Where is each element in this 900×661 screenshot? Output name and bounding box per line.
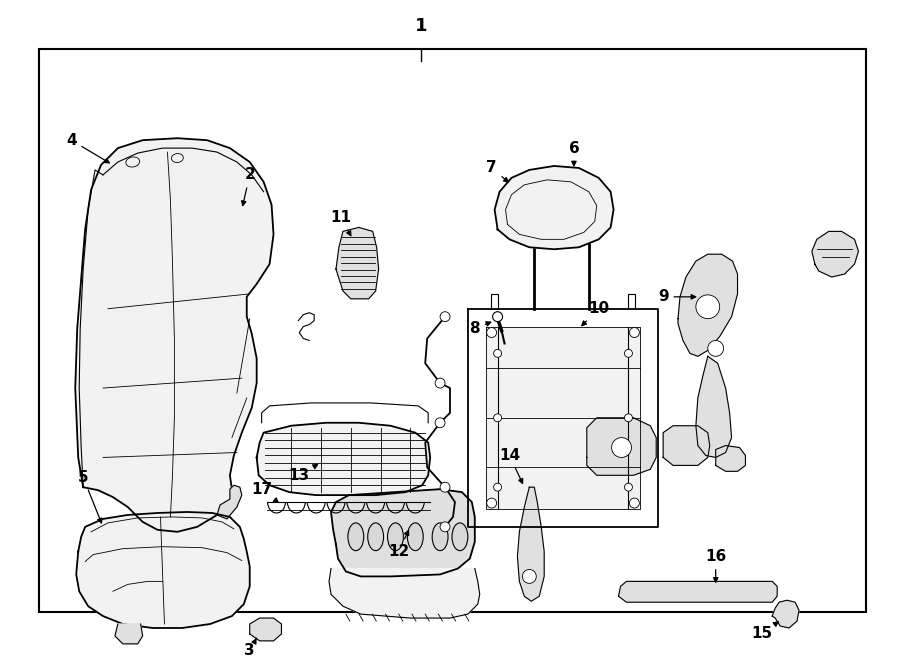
Text: 4: 4 bbox=[66, 133, 109, 163]
Polygon shape bbox=[329, 568, 480, 618]
Polygon shape bbox=[518, 487, 544, 602]
Polygon shape bbox=[772, 600, 799, 628]
Text: 3: 3 bbox=[245, 638, 256, 658]
Polygon shape bbox=[716, 446, 745, 471]
Polygon shape bbox=[115, 624, 143, 644]
Text: 8: 8 bbox=[470, 321, 490, 336]
Polygon shape bbox=[812, 231, 859, 277]
Circle shape bbox=[696, 295, 720, 319]
Text: 11: 11 bbox=[330, 210, 351, 236]
Polygon shape bbox=[696, 356, 732, 457]
Polygon shape bbox=[587, 418, 656, 475]
Text: 7: 7 bbox=[486, 161, 508, 182]
Text: 10: 10 bbox=[581, 301, 609, 326]
Text: 6: 6 bbox=[569, 141, 580, 166]
Text: 15: 15 bbox=[752, 622, 778, 641]
Ellipse shape bbox=[368, 523, 383, 551]
Circle shape bbox=[435, 378, 445, 388]
Text: 16: 16 bbox=[705, 549, 726, 582]
Text: 5: 5 bbox=[78, 470, 102, 523]
Circle shape bbox=[612, 438, 632, 457]
Polygon shape bbox=[336, 227, 379, 299]
Polygon shape bbox=[217, 485, 242, 519]
Polygon shape bbox=[249, 618, 282, 641]
Text: 14: 14 bbox=[499, 448, 523, 483]
Bar bbox=[39, 49, 867, 612]
Ellipse shape bbox=[408, 523, 423, 551]
Circle shape bbox=[440, 483, 450, 492]
Circle shape bbox=[707, 340, 724, 356]
Polygon shape bbox=[76, 512, 249, 628]
Circle shape bbox=[625, 483, 633, 491]
Circle shape bbox=[493, 350, 501, 358]
Polygon shape bbox=[256, 423, 430, 495]
Polygon shape bbox=[495, 166, 614, 249]
Text: 9: 9 bbox=[658, 290, 696, 304]
Circle shape bbox=[625, 414, 633, 422]
Ellipse shape bbox=[171, 153, 184, 163]
Text: 2: 2 bbox=[241, 167, 255, 206]
Polygon shape bbox=[331, 489, 475, 576]
Ellipse shape bbox=[348, 523, 364, 551]
Text: 13: 13 bbox=[289, 465, 318, 483]
Circle shape bbox=[440, 522, 450, 532]
Polygon shape bbox=[678, 254, 737, 356]
Circle shape bbox=[493, 414, 501, 422]
Polygon shape bbox=[486, 327, 641, 509]
Text: 1: 1 bbox=[415, 17, 428, 35]
Ellipse shape bbox=[432, 523, 448, 551]
Ellipse shape bbox=[126, 157, 140, 167]
Circle shape bbox=[493, 483, 501, 491]
Text: 12: 12 bbox=[388, 531, 410, 559]
Circle shape bbox=[522, 570, 536, 584]
Circle shape bbox=[440, 312, 450, 322]
Circle shape bbox=[435, 418, 445, 428]
Text: 17: 17 bbox=[251, 482, 278, 502]
Circle shape bbox=[629, 498, 639, 508]
Polygon shape bbox=[76, 138, 274, 532]
Circle shape bbox=[492, 312, 502, 322]
Circle shape bbox=[487, 328, 497, 338]
Ellipse shape bbox=[388, 523, 403, 551]
Circle shape bbox=[487, 498, 497, 508]
Polygon shape bbox=[663, 426, 710, 465]
Circle shape bbox=[629, 328, 639, 338]
Ellipse shape bbox=[452, 523, 468, 551]
Circle shape bbox=[625, 350, 633, 358]
Polygon shape bbox=[618, 582, 778, 602]
